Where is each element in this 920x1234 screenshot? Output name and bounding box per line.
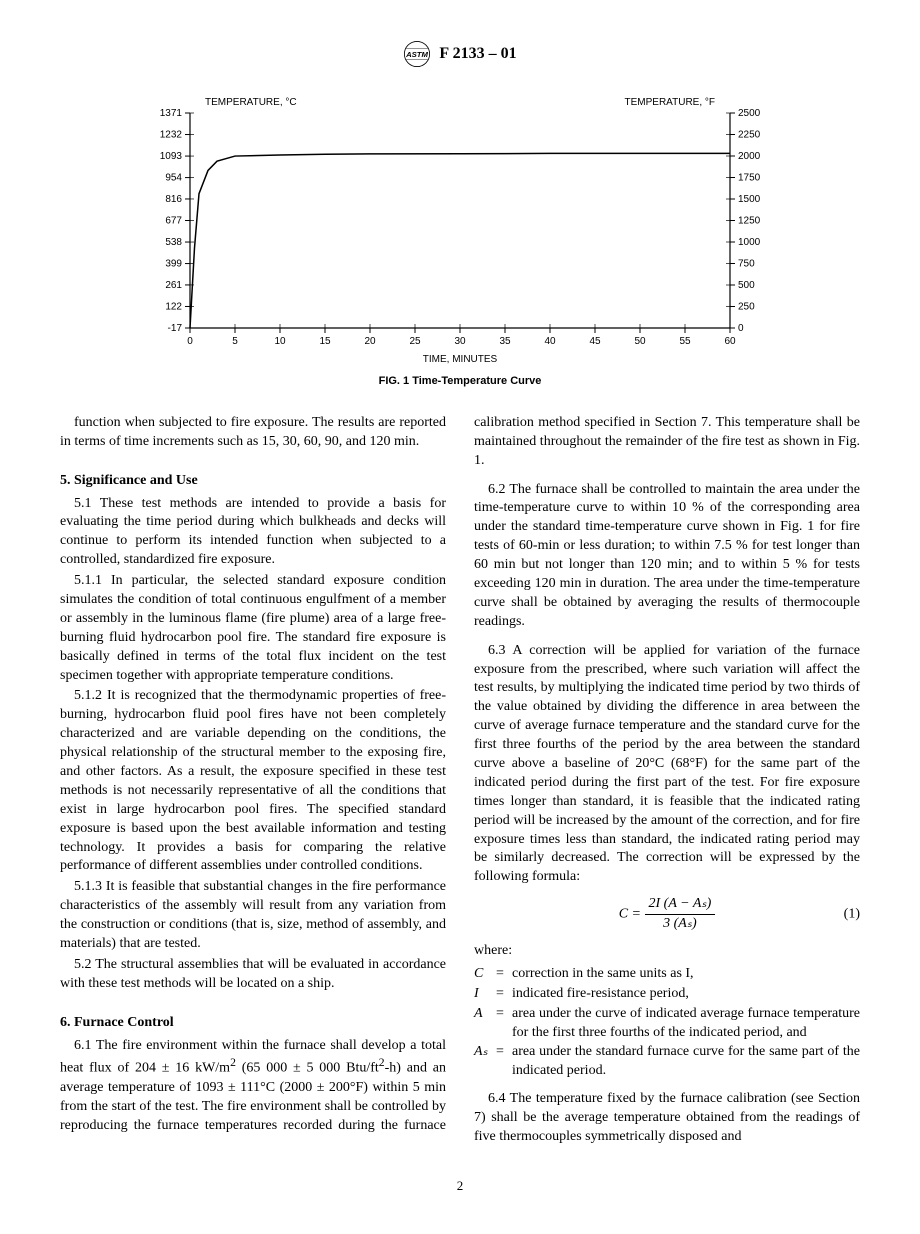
svg-text:20: 20: [364, 336, 376, 347]
svg-text:538: 538: [165, 237, 182, 248]
svg-text:1250: 1250: [738, 216, 761, 227]
svg-text:2250: 2250: [738, 130, 761, 141]
svg-text:TEMPERATURE, °C: TEMPERATURE, °C: [205, 97, 297, 108]
svg-text:55: 55: [679, 336, 691, 347]
para-5-2: 5.2 The structural assemblies that will …: [60, 956, 446, 994]
svg-text:1500: 1500: [738, 194, 761, 205]
svg-text:25: 25: [409, 336, 421, 347]
svg-text:2000: 2000: [738, 151, 761, 162]
para-6-4: 6.4 The temperature fixed by the furnace…: [474, 1090, 860, 1147]
svg-text:15: 15: [319, 336, 331, 347]
svg-text:0: 0: [187, 336, 193, 347]
svg-text:TIME, MINUTES: TIME, MINUTES: [423, 354, 498, 365]
para-intro: function when subjected to fire exposure…: [60, 414, 446, 452]
where-label: where:: [474, 942, 860, 961]
svg-text:45: 45: [589, 336, 601, 347]
section-5-head: 5. Significance and Use: [60, 472, 446, 491]
svg-text:-17: -17: [168, 323, 183, 334]
page-number: 2: [60, 1177, 860, 1195]
svg-text:TEMPERATURE, °F: TEMPERATURE, °F: [625, 97, 715, 108]
svg-text:40: 40: [544, 336, 556, 347]
standard-id: F 2133 – 01: [439, 43, 516, 65]
chart-caption: FIG. 1 Time-Temperature Curve: [379, 374, 542, 389]
svg-text:5: 5: [232, 336, 238, 347]
where-row: Aₛ = area under the standard furnace cur…: [474, 1043, 860, 1081]
body-text: function when subjected to fire exposure…: [60, 414, 860, 1147]
formula-1: C = 2I (A − Aₛ)3 (Aₛ) (1): [474, 895, 860, 934]
svg-text:122: 122: [165, 301, 182, 312]
svg-text:250: 250: [738, 302, 755, 313]
svg-text:816: 816: [165, 194, 182, 205]
svg-text:10: 10: [274, 336, 286, 347]
para-5-1-2: 5.1.2 It is recognized that the thermody…: [60, 687, 446, 876]
time-temperature-chart: 0 5 10 15 20 25 30 35 40 45 50 55 60 -17 122 261 399 538 6…: [135, 88, 785, 368]
svg-text:1371: 1371: [160, 108, 183, 119]
svg-text:0: 0: [738, 323, 744, 334]
svg-text:1093: 1093: [160, 151, 183, 162]
svg-text:261: 261: [165, 280, 182, 291]
para-6-3: 6.3 A correction will be applied for var…: [474, 642, 860, 888]
svg-text:2500: 2500: [738, 108, 761, 119]
para-5-1-3: 5.1.3 It is feasible that substantial ch…: [60, 878, 446, 954]
svg-text:30: 30: [454, 336, 466, 347]
where-list: C = correction in the same units as I, I…: [474, 965, 860, 1081]
svg-text:35: 35: [499, 336, 511, 347]
para-6-2: 6.2 The furnace shall be controlled to m…: [474, 481, 860, 632]
svg-text:1750: 1750: [738, 173, 761, 184]
svg-text:399: 399: [165, 259, 182, 270]
where-row: C = correction in the same units as I,: [474, 965, 860, 984]
svg-text:954: 954: [165, 173, 182, 184]
astm-logo-icon: ASTM: [403, 40, 431, 68]
svg-text:500: 500: [738, 280, 755, 291]
svg-text:677: 677: [165, 216, 182, 227]
svg-text:50: 50: [634, 336, 646, 347]
svg-text:ASTM: ASTM: [406, 50, 429, 59]
svg-text:60: 60: [724, 336, 736, 347]
section-6-head: 6. Furnace Control: [60, 1014, 446, 1033]
equation-number: (1): [844, 905, 860, 924]
where-row: I = indicated fire-resistance period,: [474, 985, 860, 1004]
where-row: A = area under the curve of indicated av…: [474, 1005, 860, 1043]
svg-text:750: 750: [738, 259, 755, 270]
chart-container: 0 5 10 15 20 25 30 35 40 45 50 55 60 -17 122 261 399 538 6…: [60, 88, 860, 389]
svg-text:1232: 1232: [160, 130, 183, 141]
para-5-1-1: 5.1.1 In particular, the selected standa…: [60, 572, 446, 685]
svg-text:1000: 1000: [738, 237, 761, 248]
para-5-1: 5.1 These test methods are intended to p…: [60, 495, 446, 571]
page-header: ASTM F 2133 – 01: [60, 40, 860, 68]
